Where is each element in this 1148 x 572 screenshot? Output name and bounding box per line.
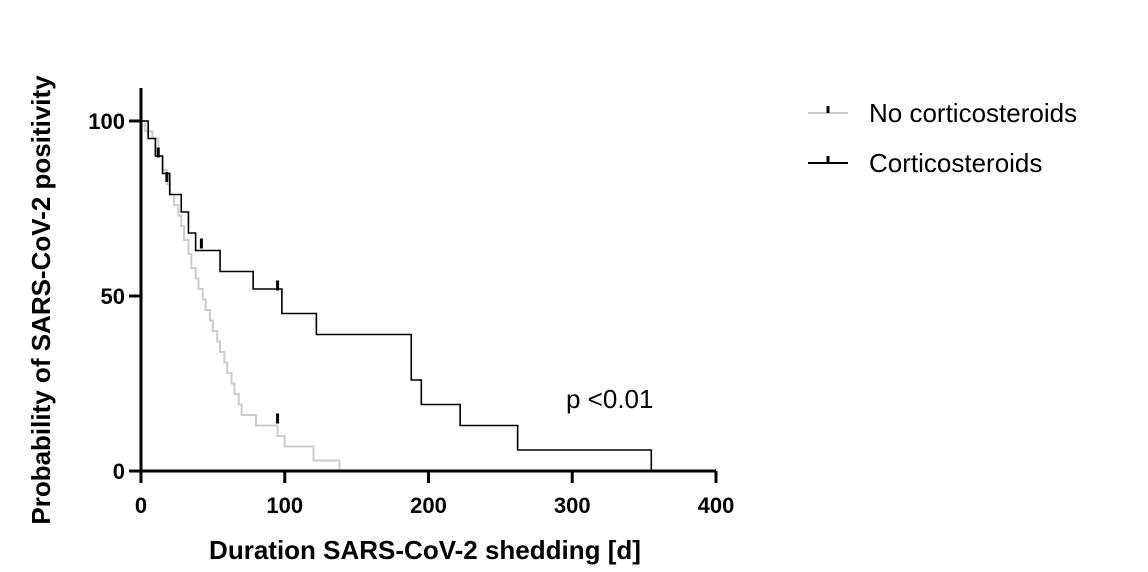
x-tick-label-2: 200	[410, 493, 447, 518]
ticks-layer: 0 50 100 0 100 200 300 400	[88, 109, 734, 518]
x-tick-label-0: 0	[135, 493, 147, 518]
series-line-1	[141, 120, 653, 471]
axes-layer	[139, 88, 716, 473]
legend: No corticosteroids Corticosteroids	[808, 98, 1077, 178]
x-axis-title: Duration SARS-CoV-2 shedding [d]	[209, 535, 641, 565]
series-line-0	[141, 120, 341, 471]
p-value-annotation: p <0.01	[566, 384, 653, 414]
y-tick-label-0: 0	[113, 459, 125, 484]
legend-label-1: Corticosteroids	[869, 148, 1042, 178]
legend-label-0: No corticosteroids	[869, 98, 1077, 128]
y-tick-label-2: 100	[88, 109, 125, 134]
x-tick-label-1: 100	[266, 493, 303, 518]
x-tick-label-4: 400	[698, 493, 735, 518]
y-tick-label-1: 50	[101, 284, 125, 309]
y-axis-title: Probability of SARS-CoV-2 positivity	[26, 75, 56, 525]
plot-layer	[141, 120, 653, 471]
x-tick-label-3: 300	[554, 493, 591, 518]
